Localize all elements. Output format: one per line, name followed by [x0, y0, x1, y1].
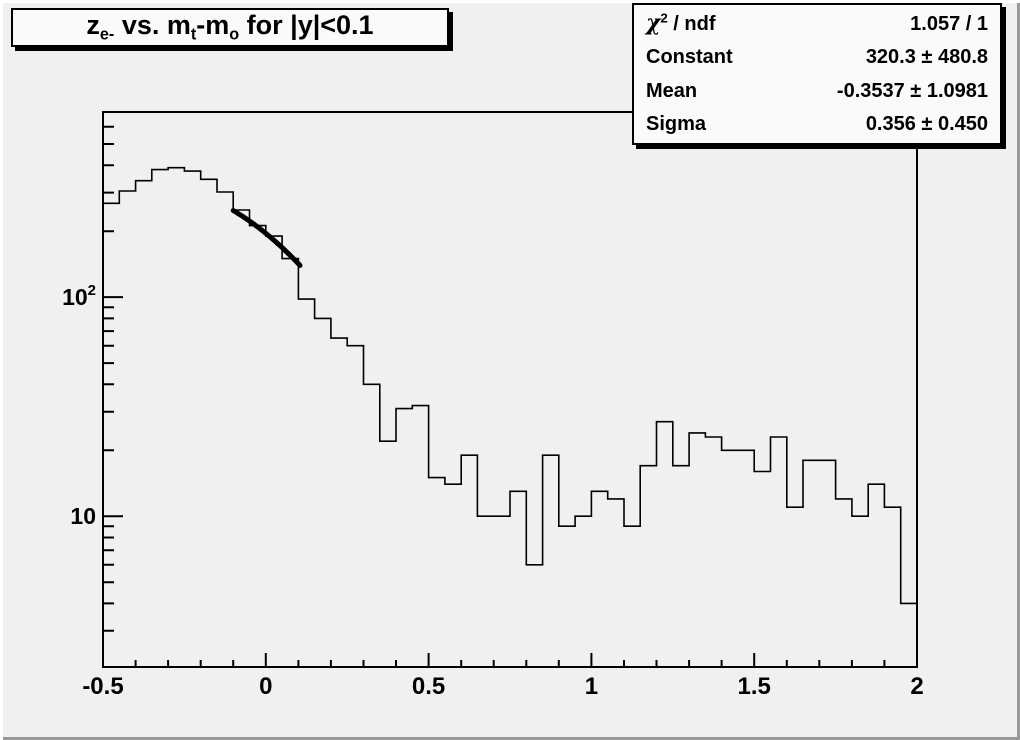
constant-value: 320.3 ± 480.8 [865, 46, 988, 69]
plot-title: ze- vs. mt-mo for |y|<0.1 [86, 10, 374, 44]
sigma-value: 0.356 ± 0.450 [865, 112, 988, 135]
x-tick-label: 1 [585, 673, 598, 700]
y-tick-label: 102 [62, 282, 96, 310]
stats-row-sigma: Sigma 0.356 ± 0.450 [646, 113, 988, 136]
plot-frame [102, 111, 918, 668]
y-tick-label: 10 [70, 503, 96, 529]
stats-row-constant: Constant 320.3 ± 480.8 [646, 46, 988, 69]
stats-box: χ2 / ndf 1.057 / 1 Constant 320.3 ± 480.… [632, 3, 1002, 145]
mean-value: -0.3537 ± 1.0981 [836, 79, 988, 102]
chi2-value: 1.057 / 1 [910, 13, 988, 35]
title-box: ze- vs. mt-mo for |y|<0.1 [11, 8, 449, 47]
constant-label: Constant [646, 46, 733, 69]
mean-label: Mean [646, 79, 698, 102]
axis-labels: -0.5 0 0.5 1 1.5 2 10 102 [62, 282, 924, 700]
x-tick-label: 0 [259, 673, 272, 700]
sigma-label: Sigma [646, 112, 707, 135]
stats-row-mean: Mean -0.3537 ± 1.0981 [646, 80, 988, 103]
x-tick-label: -0.5 [82, 673, 123, 700]
chi2-label: χ2 / ndf [646, 10, 716, 36]
axis-ticks [102, 125, 918, 667]
gaussian-fit-curve [230, 208, 303, 268]
histogram-steps [102, 166, 918, 667]
x-tick-label: 0.5 [412, 673, 445, 700]
x-tick-label: 1.5 [738, 673, 771, 700]
stats-row-chi2: χ2 / ndf 1.057 / 1 [646, 10, 988, 36]
x-tick-label: 2 [910, 673, 923, 700]
